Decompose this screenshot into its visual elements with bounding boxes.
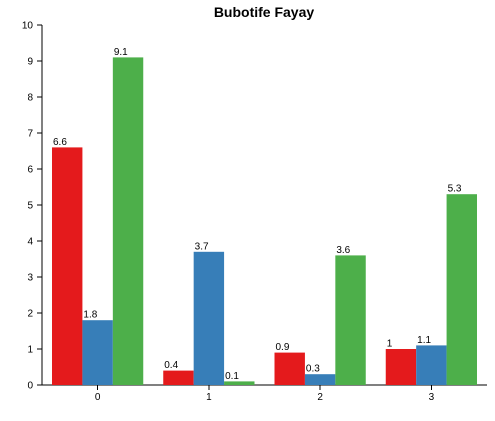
y-tick-label: 4 [27, 237, 33, 248]
y-tick-label: 0 [27, 381, 33, 392]
bar-value-label: 1 [387, 339, 393, 350]
bar-value-label: 0.1 [225, 371, 239, 382]
bar-value-label: 5.3 [448, 184, 462, 195]
chart-title: Bubotife Fayay [214, 4, 315, 20]
bar [163, 370, 194, 385]
y-tick-label: 3 [27, 273, 33, 284]
y-axis: 0 1 2 3 4 5 6 7 8 9 10 [22, 21, 43, 392]
x-tick-label: 0 [95, 392, 101, 403]
data-labels-group: 6.6 1.8 9.1 0.4 3.7 0.1 0.9 0.3 3.6 1 1.1 5.3 [53, 47, 462, 382]
bar [52, 147, 83, 385]
x-tick-label: 3 [429, 392, 435, 403]
y-tick-label: 10 [22, 21, 34, 32]
y-tick-label: 1 [27, 345, 33, 356]
x-tick-label: 1 [206, 392, 212, 403]
bar [385, 349, 417, 385]
bar-value-label: 3.6 [336, 245, 350, 256]
bar [274, 352, 305, 385]
bar-value-label: 3.7 [195, 241, 209, 252]
y-tick-label: 9 [27, 57, 33, 68]
bar-value-label: 0.3 [306, 364, 320, 375]
bar-value-label: 6.6 [53, 137, 67, 148]
x-axis: 0 1 2 3 [42, 384, 487, 403]
bar [193, 251, 225, 385]
bar-value-label: 0.4 [164, 360, 178, 371]
bar [224, 381, 255, 385]
bars-group [52, 57, 477, 386]
bar [304, 374, 336, 385]
y-tick-label: 6 [27, 165, 33, 176]
y-tick-label: 7 [27, 129, 33, 140]
bar-value-label: 1.8 [83, 310, 97, 321]
y-tick-label: 8 [27, 93, 33, 104]
bar-value-label: 0.9 [276, 342, 290, 353]
bar [416, 345, 447, 385]
bar [112, 57, 144, 386]
bar-value-label: 9.1 [114, 47, 128, 58]
bar-value-label: 1.1 [417, 335, 431, 346]
bar [82, 320, 113, 385]
y-tick-label: 5 [27, 201, 33, 212]
bar [446, 194, 477, 385]
bar [335, 255, 366, 385]
y-tick-label: 2 [27, 309, 33, 320]
x-tick-label: 2 [317, 392, 323, 403]
